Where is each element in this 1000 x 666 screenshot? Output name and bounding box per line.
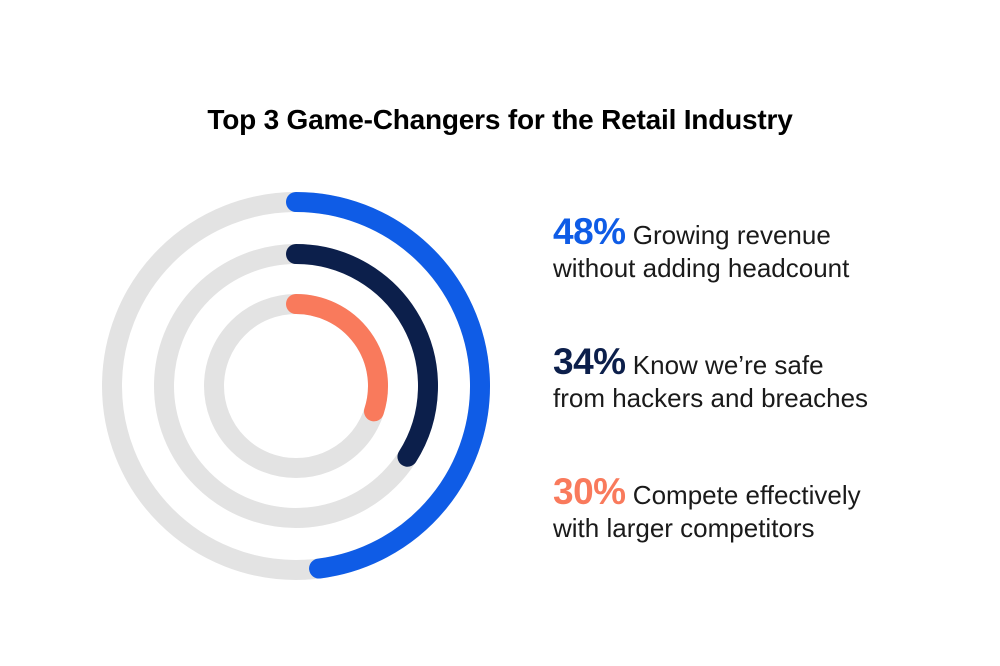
legend-label-line2: from hackers and breaches: [553, 383, 869, 413]
legend-item-growing-revenue: 48% Growing revenue without adding headc…: [553, 213, 973, 285]
ring-bar-34-percent: [286, 244, 438, 467]
legend-label-line2: with larger competitors: [553, 513, 815, 543]
legend-label-line2: without adding headcount: [553, 253, 850, 283]
legend-label-line1: Compete effectively: [632, 480, 861, 510]
legend-value-34: 34%: [553, 341, 626, 382]
legend-item-safe-from-hackers: 34% Know we’re safe from hackers and bre…: [553, 343, 973, 415]
legend-value-48: 48%: [553, 211, 626, 252]
ring-bar-48-percent: [286, 192, 490, 579]
chart-title: Top 3 Game-Changers for the Retail Indus…: [207, 104, 793, 135]
legend-label-line1: Know we’re safe: [632, 350, 824, 380]
ring-bar-30-percent: [286, 294, 388, 422]
legend-item-compete-effectively: 30% Compete effectively with larger comp…: [553, 473, 973, 545]
legend-label-line1: Growing revenue: [632, 220, 831, 250]
legend-value-30: 30%: [553, 471, 626, 512]
